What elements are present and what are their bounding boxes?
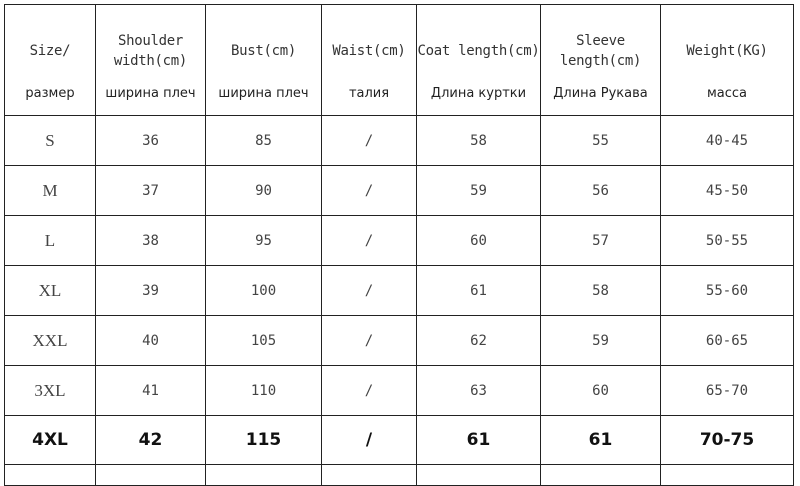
value-cell: 41: [95, 365, 206, 416]
size-cell: XL: [4, 265, 96, 316]
value-cell: /: [321, 365, 417, 416]
header-en: Sleeve length(cm): [559, 32, 642, 69]
value-cell: 61: [416, 415, 541, 465]
header-en: Coat length(cm): [417, 42, 540, 59]
size-cell: M: [4, 165, 96, 216]
table-row: XXL 40 105/62 59 60-65: [4, 315, 794, 366]
value-cell: 58: [416, 115, 541, 166]
value-cell: 61: [416, 265, 541, 316]
header-row: Size/размер Shoulder width(cm) ширина плеч…: [4, 4, 794, 116]
value-cell: 105: [205, 315, 322, 366]
size-cell: S: [4, 115, 96, 166]
value-cell: /: [321, 215, 417, 266]
empty-cell: [540, 464, 661, 486]
value-cell: 61: [540, 415, 661, 465]
value-cell: 56: [540, 165, 661, 216]
value-cell: 100: [205, 265, 322, 316]
empty-cell: [416, 464, 541, 486]
value-cell: 55: [540, 115, 661, 166]
table-row: L 38 95/60 57 50-55: [4, 215, 794, 266]
value-cell: 42: [95, 415, 206, 465]
value-cell: 57: [540, 215, 661, 266]
value-cell: 39: [95, 265, 206, 316]
table-row: S 36 85/58 55 40-45: [4, 115, 794, 166]
empty-cell: [95, 464, 206, 486]
value-cell: 60: [416, 215, 541, 266]
value-cell: 58: [540, 265, 661, 316]
size-cell: 4XL: [4, 415, 96, 465]
value-cell: 55-60: [660, 265, 794, 316]
value-cell: 45-50: [660, 165, 794, 216]
value-cell: /: [321, 115, 417, 166]
header-en: Shoulder width(cm): [113, 32, 188, 69]
header-cell: Size/размер: [4, 4, 96, 116]
header-ru: ширина плеч: [218, 85, 309, 101]
value-cell: 37: [95, 165, 206, 216]
value-cell: 40: [95, 315, 206, 366]
size-chart-table: Size/размер Shoulder width(cm) ширина плеч…: [4, 4, 794, 486]
header-en: Size/: [29, 42, 71, 59]
value-cell: 110: [205, 365, 322, 416]
table-row: [4, 464, 794, 486]
empty-cell: [4, 464, 96, 486]
value-cell: 85: [205, 115, 322, 166]
value-cell: 60-65: [660, 315, 794, 366]
value-cell: 38: [95, 215, 206, 266]
header-ru: Длина Рукава: [553, 85, 648, 101]
size-cell: L: [4, 215, 96, 266]
empty-cell: [321, 464, 417, 486]
header-ru: масса: [706, 85, 748, 101]
header-ru: размер: [25, 85, 75, 101]
table-row: XL 39 100/61 58 55-60: [4, 265, 794, 316]
header-cell: Sleeve length(cm) Длина Рукава: [540, 4, 661, 116]
value-cell: 50-55: [660, 215, 794, 266]
value-cell: /: [321, 265, 417, 316]
header-cell: Waist(cm) талия: [321, 4, 417, 116]
value-cell: 36: [95, 115, 206, 166]
value-cell: /: [321, 315, 417, 366]
header-ru: талия: [348, 85, 390, 101]
value-cell: 63: [416, 365, 541, 416]
value-cell: 90: [205, 165, 322, 216]
header-en: Waist(cm): [332, 42, 406, 59]
header-ru: ширина плеч: [105, 85, 196, 101]
table-row: 4XL 42 115/61 61 70-75: [4, 415, 794, 465]
empty-cell: [660, 464, 794, 486]
header-cell: Shoulder width(cm) ширина плеч: [95, 4, 206, 116]
value-cell: 62: [416, 315, 541, 366]
value-cell: 40-45: [660, 115, 794, 166]
header-cell: Bust(cm) ширина плеч: [205, 4, 322, 116]
value-cell: 60: [540, 365, 661, 416]
header-cell: Coat length(cm) Длина куртки: [416, 4, 541, 116]
value-cell: 65-70: [660, 365, 794, 416]
value-cell: 59: [416, 165, 541, 216]
header-ru: Длина куртки: [430, 85, 527, 101]
value-cell: /: [321, 415, 417, 465]
value-cell: 95: [205, 215, 322, 266]
header-en: Weight(KG): [686, 42, 768, 59]
table-row: 3XL 41 110/63 60 65-70: [4, 365, 794, 416]
table-row: M 37 90/59 56 45-50: [4, 165, 794, 216]
size-cell: XXL: [4, 315, 96, 366]
header-en: Bust(cm): [230, 42, 297, 59]
value-cell: 70-75: [660, 415, 794, 465]
value-cell: 115: [205, 415, 322, 465]
size-cell: 3XL: [4, 365, 96, 416]
header-cell: Weight(KG) масса: [660, 4, 794, 116]
value-cell: /: [321, 165, 417, 216]
value-cell: 59: [540, 315, 661, 366]
empty-cell: [205, 464, 322, 486]
